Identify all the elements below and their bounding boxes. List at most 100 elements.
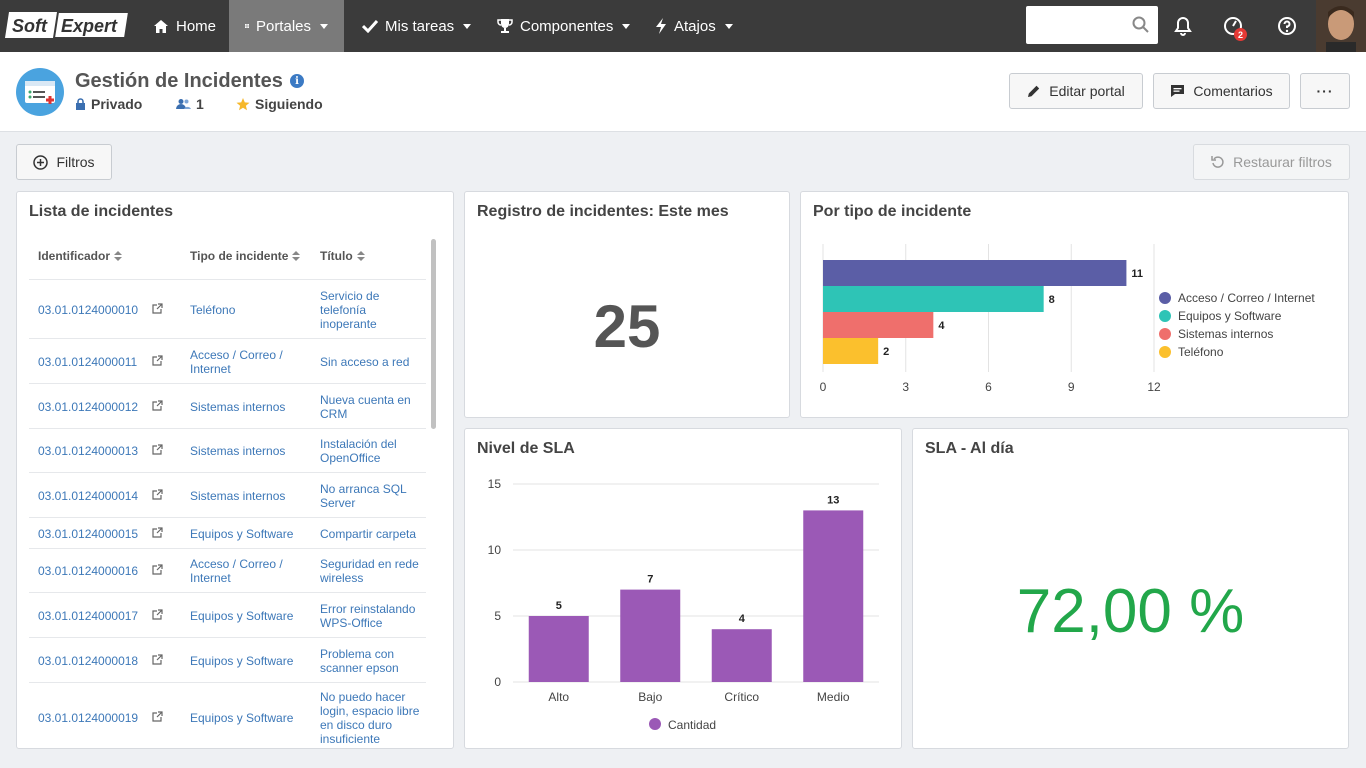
incident-id-link[interactable]: 03.01.0124000019 <box>38 711 139 725</box>
restore-filters-label: Restaurar filtros <box>1233 154 1332 170</box>
incident-type: Sistemas internos <box>190 444 286 458</box>
incident-id-link[interactable]: 03.01.0124000016 <box>38 564 139 578</box>
chevron-down-icon <box>320 23 328 29</box>
incident-id-link[interactable]: 03.01.0124000014 <box>38 489 139 503</box>
external-link-icon[interactable] <box>152 489 163 500</box>
nav-atajos[interactable]: Atajos <box>639 0 749 52</box>
info-icon[interactable]: i <box>290 74 304 88</box>
nav-mis-tareas[interactable]: Mis tareas <box>346 0 487 52</box>
external-link-icon[interactable] <box>152 609 163 620</box>
plus-circle-icon <box>33 154 49 170</box>
incident-id-link[interactable]: 03.01.0124000013 <box>38 444 139 458</box>
comments-button[interactable]: Comentarios <box>1153 73 1290 109</box>
bar-value-label: 4 <box>938 320 945 332</box>
pencil-icon <box>1028 85 1040 97</box>
users-icon <box>176 99 191 109</box>
x-tick-label: Crítico <box>724 690 759 704</box>
table-row[interactable]: 03.01.0124000016 Acceso / Correo / Intern… <box>29 548 426 592</box>
logo-text-expert: Expert <box>61 16 118 36</box>
legend-label: Acceso / Correo / Internet <box>1178 291 1315 305</box>
bar-value-label: 8 <box>1049 294 1055 306</box>
table-row[interactable]: 03.01.0124000013 Sistemas internos Instala… <box>29 428 426 472</box>
incident-id-link[interactable]: 03.01.0124000018 <box>38 654 139 668</box>
table-row[interactable]: 03.01.0124000010 Teléfono Servicio de tele… <box>29 279 426 338</box>
incident-id-link[interactable]: 03.01.0124000010 <box>38 303 139 317</box>
external-link-icon[interactable] <box>152 355 163 366</box>
external-link-icon[interactable] <box>152 527 163 538</box>
privacy-label: Privado <box>91 96 143 112</box>
external-link-icon[interactable] <box>152 444 163 455</box>
incident-title: Instalación del OpenOffice <box>320 437 397 465</box>
incident-id-link[interactable]: 03.01.0124000011 <box>38 355 138 369</box>
check-icon <box>362 19 378 33</box>
members-count-label: 1 <box>196 96 204 112</box>
table-row[interactable]: 03.01.0124000018 Equipos y Software Proble… <box>29 637 426 682</box>
widget-title: Lista de incidentes <box>29 203 174 220</box>
column-header-identificador[interactable]: Identificador <box>38 249 123 263</box>
filters-label: Filtros <box>56 154 95 170</box>
bar-0 <box>528 616 589 682</box>
external-link-icon[interactable] <box>152 564 163 575</box>
help-button[interactable] <box>1274 13 1300 39</box>
edit-portal-label: Editar portal <box>1049 83 1125 99</box>
external-link-icon[interactable] <box>152 654 163 665</box>
search-icon <box>1132 16 1149 33</box>
incident-board-icon <box>25 81 55 104</box>
sla-today-value: 72,00 % <box>1016 577 1245 646</box>
nav-componentes[interactable]: Componentes <box>481 0 646 52</box>
legend-dot <box>649 718 661 730</box>
nav-home[interactable]: Home <box>137 0 232 52</box>
nav-atajos-label: Atajos <box>674 17 716 35</box>
legend-label: Teléfono <box>1178 345 1224 359</box>
table-row[interactable]: 03.01.0124000012 Sistemas internos Nueva c… <box>29 383 426 428</box>
members-count[interactable]: 1 <box>176 96 204 112</box>
column-header-titulo[interactable]: Título <box>320 249 365 263</box>
table-row[interactable]: 03.01.0124000017 Equipos y Software Error … <box>29 592 426 637</box>
incident-title: Seguridad en rede wireless <box>320 557 419 585</box>
scrollbar[interactable] <box>431 239 436 429</box>
incident-list-widget: Lista de incidentes Identificador Tipo d… <box>16 191 454 749</box>
bar-1 <box>823 286 1044 312</box>
sort-icon <box>292 251 301 261</box>
search-input[interactable] <box>1026 6 1158 44</box>
external-link-icon[interactable] <box>152 303 163 314</box>
nav-componentes-label: Componentes <box>520 17 614 35</box>
nav-portales[interactable]: Portales <box>229 0 344 52</box>
table-row[interactable]: 03.01.0124000011 Acceso / Correo / Intern… <box>29 338 426 383</box>
widget-title: Por tipo de incidente <box>813 203 972 220</box>
filters-button[interactable]: Filtros <box>16 144 112 180</box>
chevron-down-icon <box>724 23 733 29</box>
comments-label: Comentarios <box>1193 83 1273 99</box>
incident-id-link[interactable]: 03.01.0124000015 <box>38 527 139 541</box>
external-link-icon[interactable] <box>152 711 163 722</box>
incident-id-link[interactable]: 03.01.0124000017 <box>38 609 139 623</box>
bar-0 <box>823 260 1127 286</box>
incident-id-link[interactable]: 03.01.0124000012 <box>38 400 139 414</box>
monthly-incidents-value: 25 <box>593 293 661 360</box>
edit-portal-button[interactable]: Editar portal <box>1009 73 1143 109</box>
incident-type: Equipos y Software <box>190 609 294 623</box>
incident-type-chart: 0 3 6 9 12 11 8 4 2 Acceso / Correo / Internet Equ… <box>820 244 1315 394</box>
bar-1 <box>620 589 681 682</box>
page-title: Gestión de Incidentes <box>75 70 283 92</box>
legend-dot <box>1159 310 1171 322</box>
sort-icon <box>356 251 365 261</box>
follow-toggle[interactable]: Siguiendo <box>236 96 323 112</box>
trophy-icon <box>497 19 513 33</box>
notifications-button[interactable] <box>1170 13 1196 39</box>
incident-title: Error reinstalando WPS-Office <box>320 602 416 630</box>
external-link-icon[interactable] <box>152 400 163 411</box>
column-header-tipo[interactable]: Tipo de incidente <box>190 249 301 263</box>
softexpert-logo[interactable]: Soft Expert <box>3 11 130 39</box>
avatar[interactable] <box>1316 0 1366 52</box>
activity-button[interactable] <box>1220 13 1246 39</box>
table-row[interactable]: 03.01.0124000019 Equipos y Software No pue… <box>29 682 426 748</box>
restore-filters-button[interactable]: Restaurar filtros <box>1193 144 1350 180</box>
more-options-button[interactable]: ··· <box>1300 73 1350 109</box>
bar-value-label: 11 <box>1131 268 1143 280</box>
legend-label: Sistemas internos <box>1178 327 1273 341</box>
table-row[interactable]: 03.01.0124000015 Equipos y Software Compar… <box>29 517 426 548</box>
portal-header: Gestión de Incidentes i Privado 1 Siguie… <box>0 52 1366 132</box>
table-row[interactable]: 03.01.0124000014 Sistemas internos No arra… <box>29 472 426 517</box>
y-tick-label: 15 <box>488 477 502 491</box>
